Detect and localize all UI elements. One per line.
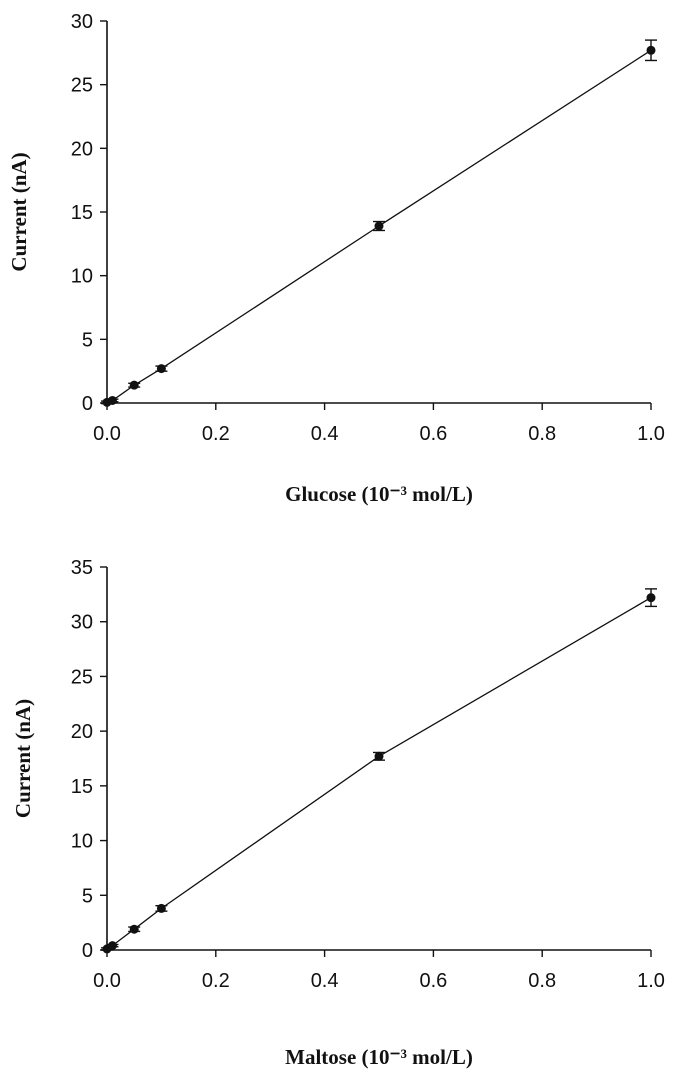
maltose-y-tick-label: 0 xyxy=(82,940,93,962)
maltose-y-tick-label: 5 xyxy=(82,885,93,907)
maltose-axes: 0 5 10 15 20 25 30 35 0.0 0.2 0.4 0.6 0.8 1.0 xyxy=(71,557,665,992)
maltose-y-tick-label: 25 xyxy=(71,666,93,688)
maltose-data-point xyxy=(646,593,656,603)
glucose-y-tick-label: 30 xyxy=(71,11,93,33)
maltose-x-axis-title: Maltose (10⁻³ mol/L) xyxy=(285,1045,473,1069)
glucose-data-point xyxy=(156,364,166,374)
glucose-data-point xyxy=(646,45,656,55)
glucose-y-tick-label: 20 xyxy=(71,138,93,160)
glucose-axes: 0 5 10 15 20 25 30 0.0 0.2 0.4 0.6 0.8 1.0 xyxy=(71,11,665,445)
glucose-x-tick-label: 0.2 xyxy=(202,423,230,445)
maltose-x-tick-label: 1.0 xyxy=(637,970,665,992)
maltose-x-tick-label: 0.0 xyxy=(93,970,121,992)
maltose-x-tick-label: 0.6 xyxy=(419,970,447,992)
maltose-y-axis-title: Current (nA) xyxy=(11,699,35,818)
maltose-data-point xyxy=(156,903,166,913)
glucose-y-tick-label: 5 xyxy=(82,329,93,351)
maltose-x-tick-label: 0.8 xyxy=(528,970,556,992)
glucose-y-axis-title: Current (nA) xyxy=(7,152,31,271)
glucose-x-tick-label: 0.4 xyxy=(311,423,339,445)
glucose-x-axis-title: Glucose (10⁻³ mol/L) xyxy=(285,482,473,506)
glucose-y-tick-label: 0 xyxy=(82,393,93,415)
maltose-marks xyxy=(101,588,657,954)
glucose-x-tick-label: 1.0 xyxy=(637,423,665,445)
maltose-chart: 0 5 10 15 20 25 30 35 0.0 0.2 0.4 0.6 0.8 1.0 Maltose… xyxy=(11,557,665,1069)
glucose-marks xyxy=(101,39,657,407)
glucose-y-tick-label: 10 xyxy=(71,266,93,288)
maltose-data-point xyxy=(107,941,117,951)
maltose-y-tick-label: 10 xyxy=(71,831,93,853)
maltose-y-tick-label: 30 xyxy=(71,612,93,634)
glucose-x-tick-label: 0.6 xyxy=(419,423,447,445)
maltose-y-tick-label: 20 xyxy=(71,721,93,743)
maltose-y-tick-label: 15 xyxy=(71,776,93,798)
maltose-x-tick-label: 0.4 xyxy=(311,970,339,992)
glucose-x-tick-label: 0.0 xyxy=(93,423,121,445)
glucose-data-point xyxy=(129,380,139,390)
glucose-x-tick-label: 0.8 xyxy=(528,423,556,445)
glucose-y-tick-label: 15 xyxy=(71,202,93,224)
glucose-data-point xyxy=(107,395,117,405)
glucose-y-tick-label: 25 xyxy=(71,75,93,97)
maltose-y-tick-label: 35 xyxy=(71,557,93,579)
maltose-x-tick-label: 0.2 xyxy=(202,970,230,992)
glucose-chart: 0 5 10 15 20 25 30 0.0 0.2 0.4 0.6 0.8 1.0 Glucose (… xyxy=(7,11,665,506)
maltose-data-point xyxy=(129,924,139,934)
glucose-data-point xyxy=(374,221,384,231)
maltose-data-point xyxy=(374,751,384,761)
maltose-fit-line xyxy=(106,597,652,950)
